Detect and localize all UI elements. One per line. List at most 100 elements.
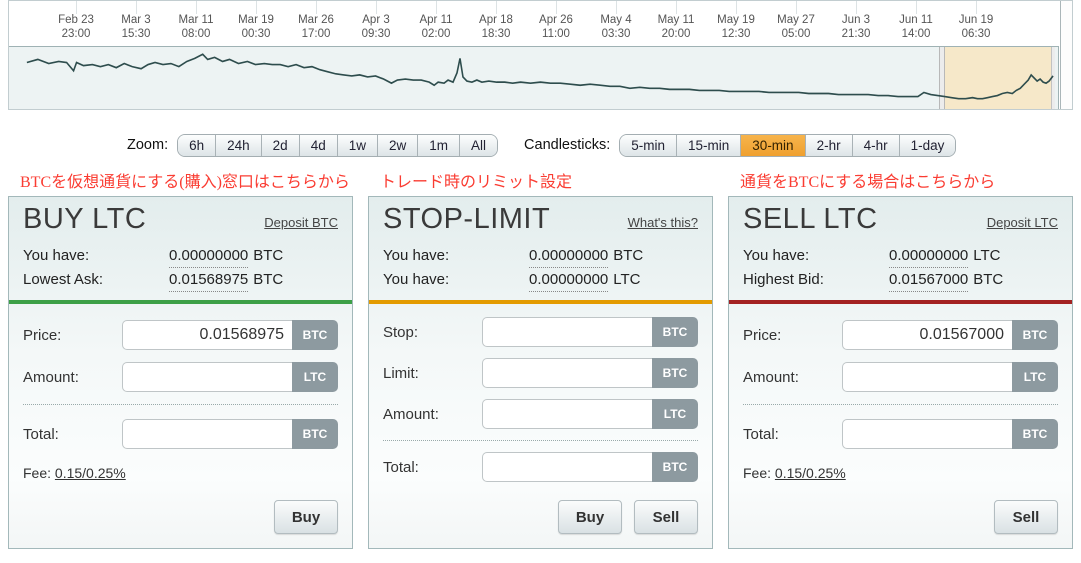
unit-addon: BTC [292,320,338,350]
time-axis: Feb 23 23:00 Mar 3 15:30 Mar 11 08:00 Mar 19 00… [9,1,1059,46]
axis-label: Apr 18 18:30 [479,14,513,40]
unit-addon: BTC [652,452,698,482]
total-label: Total: [23,425,59,443]
you-have-btc-value[interactable]: 0.00000000 [529,244,609,268]
deposit-ltc-link[interactable]: Deposit LTC [986,215,1058,230]
candlestick-15min-button[interactable]: 15-min [676,134,741,156]
fee-label: Fee: [743,465,772,481]
axis-tick [856,1,857,14]
unit-addon: BTC [1012,320,1058,350]
stat-label: You have: [383,247,450,264]
zoom-2d-button[interactable]: 2d [260,134,299,156]
you-have-value[interactable]: 0.00000000 [169,244,249,268]
candlestick-1day-button[interactable]: 1-day [898,134,956,156]
zoom-button-group: 6h 24h 2d 4d 1w 2w 1m All [177,133,499,157]
candlestick-5min-button[interactable]: 5-min [620,134,677,156]
stop-amount-input[interactable] [482,399,652,429]
divider [23,404,338,405]
total-label: Total: [743,425,779,443]
stop-price-input[interactable] [482,317,652,347]
total-label: Total: [383,458,419,476]
buy-total-input[interactable] [122,419,292,449]
stop-sell-button[interactable]: Sell [634,500,698,534]
axis-tick [316,1,317,14]
candlestick-4hr-button[interactable]: 4-hr [851,134,899,156]
price-history-widget: Feb 23 23:00 Mar 3 15:30 Mar 11 08:00 Mar 19 00… [8,0,1073,110]
stat-label: You have: [383,271,450,288]
chart-scrollbar[interactable] [1060,1,1072,109]
axis-label: Apr 26 11:00 [539,14,573,40]
stat-currency: LTC [973,247,1001,264]
buy-you-have-row: You have: 0.00000000 BTC [23,244,338,268]
trade-panels: BUY LTC Deposit BTC You have: 0.00000000… [8,196,1073,549]
stop-you-have-ltc-row: You have: 0.00000000 LTC [383,268,698,292]
stat-label: You have: [23,247,90,264]
axis-tick [976,1,977,14]
sell-price-input[interactable] [842,320,1012,350]
buy-amount-input[interactable] [122,362,292,392]
axis-tick [136,1,137,14]
zoom-6h-button[interactable]: 6h [178,134,216,156]
buy-fee-row: Fee: 0.15/0.25% [23,465,338,481]
sell-button[interactable]: Sell [994,500,1058,534]
candlestick-2hr-button[interactable]: 2-hr [804,134,852,156]
stat-label: Lowest Ask: [23,271,104,288]
you-have-value[interactable]: 0.00000000 [889,244,969,268]
deposit-btc-link[interactable]: Deposit BTC [264,215,338,230]
unit-addon: LTC [652,399,698,429]
japanese-annotations: BTCを仮想通貨にする(購入)窓口はこちらから トレード時のリミット設定 通貨を… [0,168,1081,191]
buy-button[interactable]: Buy [274,500,338,534]
zoom-1m-button[interactable]: 1m [417,134,460,156]
stat-currency: BTC [973,271,1004,288]
zoom-2w-button[interactable]: 2w [376,134,418,156]
buy-price-input[interactable] [122,320,292,350]
zoom-1w-button[interactable]: 1w [336,134,377,156]
stop-total-input[interactable] [482,452,652,482]
unit-addon: BTC [652,317,698,347]
sell-annotation: 通貨をBTCにする場合はこちらから [740,174,996,191]
axis-label: Mar 26 17:00 [298,14,334,40]
whats-this-link[interactable]: What's this? [627,215,698,230]
zoom-24h-button[interactable]: 24h [215,134,261,156]
amount-label: Amount: [743,368,799,386]
stop-limit-panel: STOP-LIMIT What's this? You have: 0.0000… [368,196,713,549]
axis-label: Mar 11 08:00 [178,14,214,40]
axis-label: May 19 12:30 [717,14,755,40]
stat-label: You have: [743,247,810,264]
axis-label: Mar 3 15:30 [121,14,151,40]
axis-tick [556,1,557,14]
divider [383,440,698,441]
lowest-ask-value[interactable]: 0.01568975 [169,268,249,292]
fee-link[interactable]: 0.15/0.25% [774,465,846,481]
axis-tick [496,1,497,14]
candlestick-button-group: 5-min 15-min 30-min 2-hr 4-hr 1-day [619,133,957,157]
axis-tick [196,1,197,14]
divider [743,404,1058,405]
candlestick-30min-button[interactable]: 30-min [740,134,805,156]
stop-label: Stop: [383,323,419,341]
limit-price-input[interactable] [482,358,652,388]
sell-amount-input[interactable] [842,362,1012,392]
chart-controls: Zoom: 6h 24h 2d 4d 1w 2w 1m All Candlest… [0,132,1081,158]
axis-label: Apr 11 02:00 [419,14,453,40]
sell-total-input[interactable] [842,419,1012,449]
zoom-all-button[interactable]: All [459,134,498,156]
you-have-ltc-value[interactable]: 0.00000000 [529,268,609,292]
sparkline-chart[interactable] [9,46,1059,109]
stop-buy-button[interactable]: Buy [558,500,622,534]
buy-panel: BUY LTC Deposit BTC You have: 0.00000000… [8,196,353,549]
axis-label: May 4 03:30 [600,14,632,40]
highest-bid-value[interactable]: 0.01567000 [889,268,969,292]
stat-label: Highest Bid: [743,271,824,288]
stat-currency: LTC [613,271,641,288]
axis-label: Jun 3 21:30 [841,14,871,40]
stop-limit-panel-title: STOP-LIMIT [383,203,551,235]
lowest-ask-row: Lowest Ask: 0.01568975 BTC [23,268,338,292]
axis-label: Apr 3 09:30 [361,14,391,40]
selection-left-handle[interactable] [939,47,945,109]
zoom-4d-button[interactable]: 4d [298,134,337,156]
fee-link[interactable]: 0.15/0.25% [54,465,126,481]
axis-tick [736,1,737,14]
limit-label: Limit: [383,364,419,382]
unit-addon: LTC [1012,362,1058,392]
